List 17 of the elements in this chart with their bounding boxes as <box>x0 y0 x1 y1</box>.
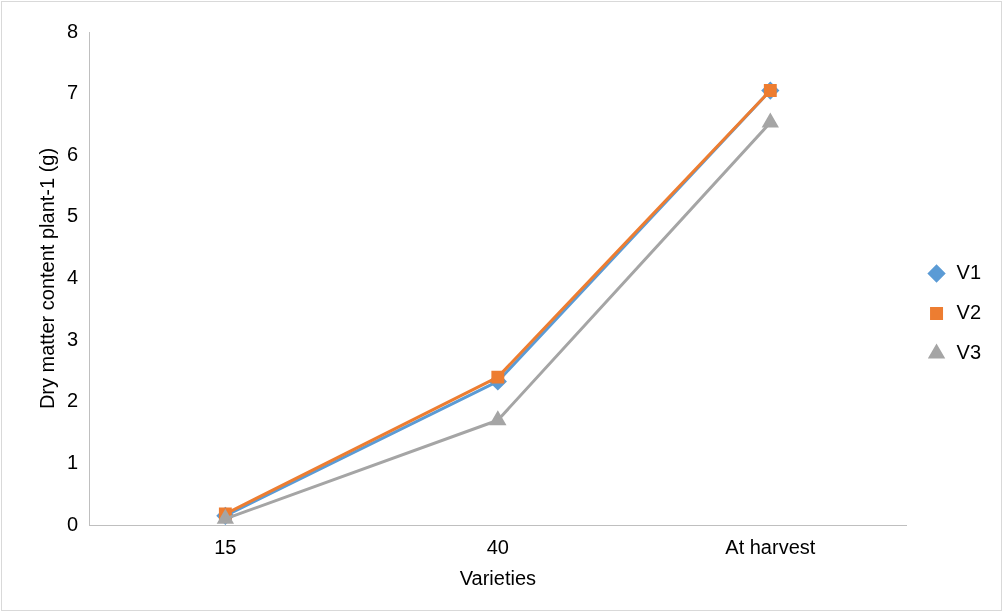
x-tick-label: 15 <box>214 535 237 558</box>
y-tick-label: 6 <box>67 142 79 165</box>
x-tick-label: At harvest <box>725 535 816 558</box>
y-tick-label: 7 <box>67 81 79 104</box>
x-tick-label: 40 <box>486 535 509 558</box>
legend-label: V3 <box>956 341 982 364</box>
y-tick-label: 3 <box>67 327 79 350</box>
legend-label: V1 <box>956 261 982 284</box>
x-axis-title: Varieties <box>459 566 536 589</box>
legend-label: V2 <box>956 301 982 324</box>
y-tick-label: 1 <box>67 450 79 473</box>
y-tick-label: 5 <box>67 204 79 227</box>
y-tick-label: 2 <box>67 389 79 412</box>
y-tick-label: 0 <box>67 512 79 535</box>
y-tick-label: 4 <box>67 266 79 289</box>
y-tick-label: 8 <box>67 19 79 42</box>
y-axis-title: Dry matter content plant-1 (g) <box>35 147 58 410</box>
